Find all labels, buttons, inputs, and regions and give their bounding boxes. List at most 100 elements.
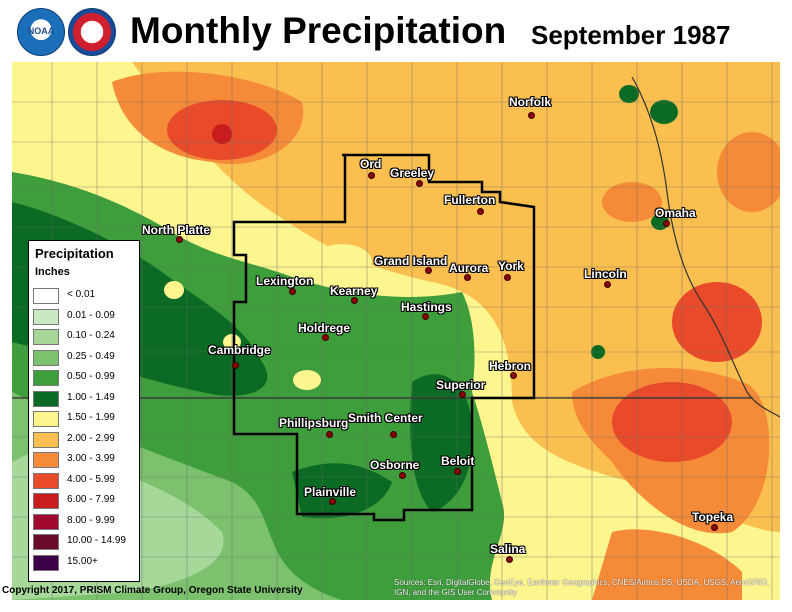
legend-label: 4.00 - 5.99: [67, 473, 115, 485]
source-credit: Sources: Esri, DigitalGlobe, GeoEye, Ear…: [394, 578, 770, 597]
legend-swatch: [33, 329, 59, 345]
city-dot-hebron: [510, 372, 517, 379]
city-label-smith-center: Smith Center: [348, 411, 423, 425]
city-dot-beloit: [454, 468, 461, 475]
city-label-hebron: Hebron: [489, 359, 531, 373]
legend-label: 1.50 - 1.99: [67, 412, 115, 423]
city-label-plainville: Plainville: [304, 485, 357, 499]
legend-row: 0.10 - 0.24: [33, 328, 137, 345]
red-se: [612, 382, 732, 462]
city-label-lincoln: Lincoln: [584, 267, 627, 281]
city-dot-aurora: [464, 274, 471, 281]
legend-row: 0.50 - 0.99: [33, 369, 137, 386]
legend-swatch: [33, 308, 59, 325]
legend-swatch: [33, 411, 59, 427]
legend-swatch: [33, 288, 59, 304]
legend-label: 1.00 - 1.49: [67, 391, 115, 403]
city-label-salina: Salina: [490, 542, 526, 556]
city-label-york: York: [498, 259, 524, 273]
legend-label: 0.50 - 0.99: [67, 371, 115, 382]
green-spot-ne-2: [650, 100, 678, 124]
yellow-pocket-2: [164, 281, 184, 299]
city-label-beloit: Beloit: [441, 454, 475, 468]
legend-label: 3.00 - 3.99: [67, 453, 115, 464]
legend-row: 0.01 - 0.09: [33, 308, 137, 325]
city-dot-salina: [506, 556, 513, 563]
city-label-greeley: Greeley: [390, 166, 435, 180]
city-dot-hastings: [422, 313, 429, 320]
legend-title: Precipitation: [35, 246, 114, 261]
legend-swatch: [33, 370, 59, 386]
city-label-superior: Superior: [436, 378, 486, 392]
legend-label: < 0.01: [67, 289, 96, 300]
city-label-kearney: Kearney: [330, 284, 378, 298]
legend-swatch: [33, 554, 59, 571]
city-dot-ord: [368, 172, 375, 179]
noaa-logo-text: NOAA: [27, 26, 55, 36]
county-boundaries: [12, 62, 780, 600]
city-dot-holdrege: [322, 334, 329, 341]
yellow-pocket-4: [312, 244, 372, 280]
city-dot-lexington: [289, 288, 296, 295]
legend-row: 6.00 - 7.99: [33, 492, 137, 509]
city-label-fullerton: Fullerton: [444, 193, 496, 207]
legend-row: 3.00 - 3.99: [33, 451, 137, 468]
legend-swatch: [33, 493, 59, 509]
city-dot-omaha: [663, 220, 670, 227]
legend-swatch: [33, 390, 59, 407]
legend-swatch: [33, 534, 59, 550]
city-dot-osborne: [399, 472, 406, 479]
city-label-cambridge: Cambridge: [208, 343, 271, 357]
legend-units: Inches: [35, 266, 70, 278]
missouri-river-boundary: [631, 76, 780, 418]
city-label-north-platte: North Platte: [142, 223, 211, 237]
city-dot-smith-center: [390, 431, 397, 438]
city-label-topeka: Topeka: [692, 510, 734, 524]
city-label-grand-island: Grand Island: [374, 254, 448, 268]
legend-label: 0.10 - 0.24: [67, 330, 115, 341]
legend-row: < 0.01: [33, 287, 137, 304]
city-label-phillipsburg: Phillipsburg: [279, 416, 349, 430]
city-dot-kearney: [351, 297, 358, 304]
city-label-hastings: Hastings: [401, 300, 452, 314]
map-title: Monthly Precipitation: [130, 10, 507, 51]
map-legend: Precipitation Inches < 0.01 0.01 - 0.09 0.…: [28, 240, 140, 582]
legend-label: 8.00 - 9.99: [67, 514, 115, 526]
nws-logo-text: NWS: [81, 26, 103, 36]
cwa-boundary: [232, 153, 536, 522]
legend-row: 10.00 - 14.99: [33, 533, 137, 550]
city-dot-topeka: [711, 524, 718, 531]
orange-ne: [717, 132, 780, 212]
legend-row: 2.00 - 2.99: [33, 431, 137, 448]
city-dot-north-platte: [176, 236, 183, 243]
legend-row: 0.25 - 0.49: [33, 349, 137, 366]
red-east: [672, 282, 762, 362]
legend-row: 1.50 - 1.99: [33, 410, 137, 427]
city-label-norfolk: Norfolk: [509, 95, 551, 109]
map-header: NOAA NWS Monthly Precipitation September…: [0, 0, 792, 62]
city-dot-fullerton: [477, 208, 484, 215]
city-dot-grand-island: [425, 267, 432, 274]
legend-swatch: [33, 431, 59, 448]
city-label-lexington: Lexington: [256, 274, 314, 288]
legend-swatch: [33, 349, 59, 366]
legend-label: 0.01 - 0.09: [67, 309, 115, 321]
legend-swatch: [33, 472, 59, 489]
legend-swatch: [33, 513, 59, 530]
city-dot-phillipsburg: [326, 431, 333, 438]
legend-label: 2.00 - 2.99: [67, 432, 115, 444]
legend-label: 6.00 - 7.99: [67, 494, 115, 505]
copyright-text: Copyright 2017, PRISM Climate Group, Ore…: [2, 585, 303, 596]
city-label-holdrege: Holdrege: [298, 321, 351, 335]
legend-label: 15.00+: [67, 555, 98, 567]
legend-label: 0.25 - 0.49: [67, 350, 115, 362]
city-dot-lincoln: [604, 281, 611, 288]
city-label-omaha: Omaha: [655, 206, 696, 220]
city-dot-york: [504, 274, 511, 281]
legend-row: 4.00 - 5.99: [33, 472, 137, 489]
legend-label: 10.00 - 14.99: [67, 535, 126, 546]
city-dot-plainville: [329, 498, 336, 505]
city-label-ord: Ord: [360, 157, 382, 171]
legend-swatch: [33, 452, 59, 468]
city-dot-greeley: [416, 180, 423, 187]
